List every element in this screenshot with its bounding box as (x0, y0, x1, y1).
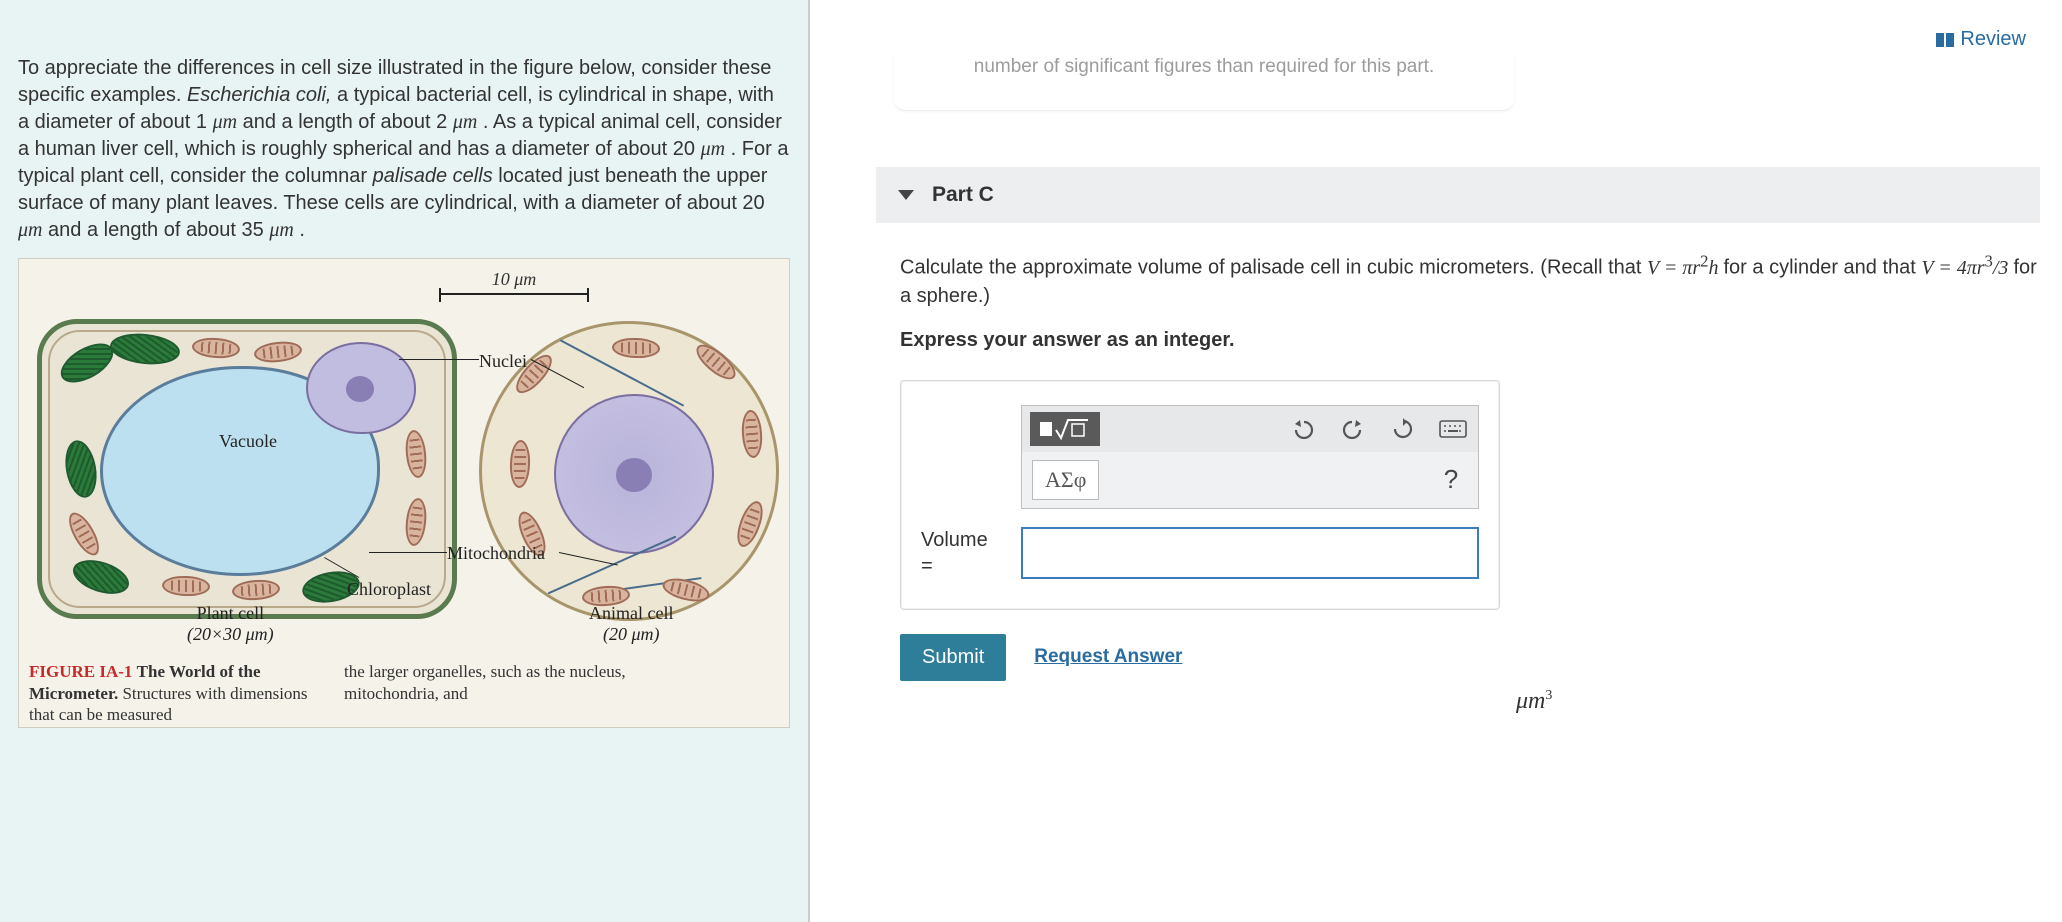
label-nuclei: Nuclei (479, 351, 527, 372)
keyboard-icon (1439, 420, 1467, 438)
unit-exp: 3 (1545, 688, 1552, 703)
math-frag: /3 (1993, 257, 2009, 279)
equation-editor: ΑΣφ ? (1021, 405, 1479, 509)
mitochondrion-shape (660, 574, 711, 605)
lhs-equals: = (921, 553, 1009, 579)
caption-figure-number: FIGURE IA-1 (29, 662, 132, 681)
math-frag: V = 4πr (1921, 257, 1984, 279)
caption-spacer (659, 661, 779, 725)
redo-icon (1342, 419, 1364, 439)
label-chloroplast: Chloroplast (347, 579, 431, 600)
answer-lhs: Volume = (921, 527, 1009, 579)
greek-letters-button[interactable]: ΑΣφ (1032, 460, 1099, 500)
scale-bar-label: 10 μm (492, 269, 537, 289)
unit-mu-m: μm (213, 111, 237, 133)
passage-frag: and a length of about 2 (243, 111, 453, 133)
caption-col: the larger organelles, such as the nucle… (344, 661, 641, 725)
caret-down-icon (898, 190, 914, 200)
mitochondrion-shape (509, 440, 531, 489)
math-frag: V = πr (1647, 257, 1700, 279)
unit-mu-m: μm (701, 138, 725, 160)
undo-button[interactable] (1286, 414, 1320, 444)
animal-nucleus-shape (554, 394, 714, 554)
part-body: Calculate the approximate volume of pali… (900, 249, 2040, 354)
action-row: Submit Request Answer (900, 634, 2040, 681)
review-label: Review (1960, 28, 2026, 51)
eq-left-tools (1030, 412, 1100, 446)
label-animal-cell: Animal cell (20 μm) (589, 603, 673, 645)
scale-bar: 10 μm (439, 269, 589, 295)
answer-pane: Review number of significant figures tha… (810, 0, 2062, 922)
part-text: Calculate the approximate volume of pali… (900, 257, 1647, 279)
eq-toolbar-row2: ΑΣφ ? (1022, 452, 1478, 508)
undo-icon (1292, 419, 1314, 439)
passage-frag: and a length of about 35 (48, 219, 269, 241)
part-instruction: Express your answer as an integer. (900, 329, 1235, 351)
mitochondrion-shape (740, 409, 763, 458)
label-vacuole: Vacuole (219, 431, 277, 452)
passage-em-palisade: palisade cells (373, 165, 493, 187)
math-frag: h (1709, 257, 1719, 279)
submit-button[interactable]: Submit (900, 634, 1006, 681)
scale-bar-line (439, 293, 589, 295)
label-mitochondria: Mitochondria (447, 543, 545, 564)
caption-text: the larger organelles, such as the nucle… (344, 662, 626, 702)
request-answer-link[interactable]: Request Answer (1034, 646, 1182, 668)
part-c-header[interactable]: Part C (876, 167, 2040, 223)
review-link[interactable]: Review (1936, 28, 2026, 51)
help-button[interactable]: ? (1434, 464, 1468, 495)
eq-right-tools (1286, 414, 1470, 444)
plant-nucleus-shape (306, 342, 416, 434)
question-passage-pane: To appreciate the differences in cell si… (0, 0, 810, 922)
sqrt-icon (1054, 418, 1090, 440)
mitochondrion-shape (691, 339, 741, 385)
figure-cell-diagram: 10 μm (18, 258, 790, 728)
lead-line (399, 359, 479, 360)
math-eq1: V = πr2h (1647, 257, 1723, 279)
previous-feedback-clipped: number of significant figures than requi… (894, 56, 1514, 111)
answer-row: Volume = (921, 527, 1479, 579)
reset-button[interactable] (1386, 414, 1420, 444)
redo-button[interactable] (1336, 414, 1370, 444)
passage-em-ecoli: Escherichia coli, (187, 84, 332, 106)
label-line: Animal cell (589, 603, 673, 624)
answer-box: ΑΣφ ? Volume = (900, 380, 1500, 610)
eq-toolbar-row1 (1022, 406, 1478, 452)
reset-icon (1392, 418, 1414, 440)
passage-frag: . (299, 219, 305, 241)
plant-cell-shape (37, 319, 457, 619)
passage-text: To appreciate the differences in cell si… (18, 0, 790, 244)
math-eq2: V = 4πr3/3 (1921, 257, 2013, 279)
label-plant-cell: Plant cell (20×30 μm) (187, 603, 274, 645)
unit-base: μm (1516, 688, 1545, 714)
label-line: (20×30 μm) (187, 624, 274, 645)
figure-caption: FIGURE IA-1 The World of the Micrometer.… (19, 653, 789, 727)
volume-input[interactable] (1021, 527, 1479, 579)
keyboard-button[interactable] (1436, 414, 1470, 444)
unit-mu-m: μm (18, 219, 42, 241)
unit-mu-m: μm (453, 111, 477, 133)
mitochondrion-shape (612, 337, 661, 359)
lead-line (369, 552, 447, 553)
answer-unit: μm3 (1516, 688, 1552, 715)
label-line: (20 μm) (589, 624, 673, 645)
label-line: Plant cell (187, 603, 274, 624)
unit-mu-m: μm (269, 219, 293, 241)
mitochondrion-shape (732, 498, 767, 550)
review-icon (1936, 33, 1954, 47)
lhs-label: Volume (921, 527, 1009, 553)
template-sqrt-button[interactable] (1030, 412, 1100, 446)
caption-col: FIGURE IA-1 The World of the Micrometer.… (29, 661, 326, 725)
part-title: Part C (932, 183, 994, 207)
part-text: for a cylinder and that (1724, 257, 1922, 279)
